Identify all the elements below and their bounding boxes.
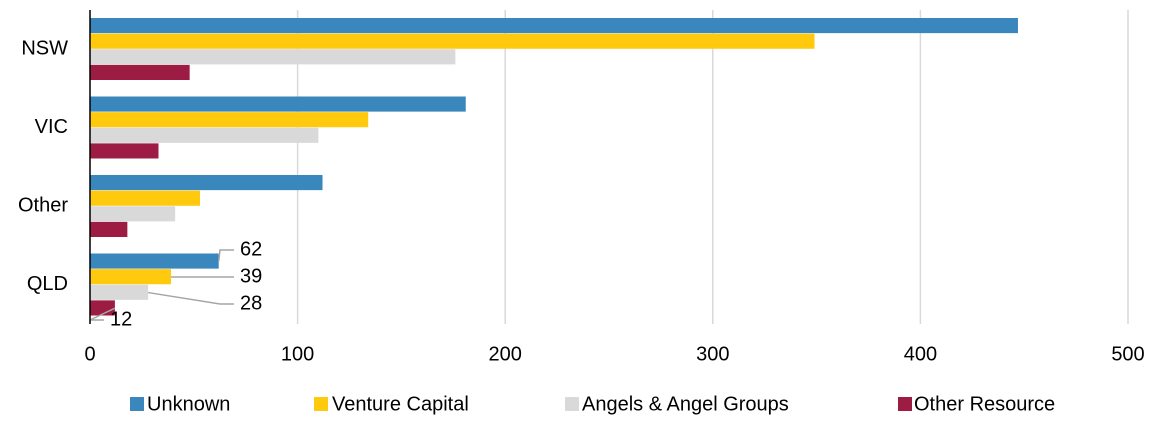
legend-swatch xyxy=(130,397,144,411)
bar xyxy=(90,284,149,300)
bar xyxy=(90,221,128,237)
leader-line xyxy=(217,249,234,262)
leader-line xyxy=(148,291,234,305)
bar xyxy=(90,269,171,285)
data-label: 62 xyxy=(240,238,262,260)
bar xyxy=(90,206,176,222)
legend-swatch xyxy=(898,397,912,411)
bar xyxy=(90,175,323,191)
legend-label: Venture Capital xyxy=(332,393,469,415)
legend-swatch xyxy=(565,397,579,411)
x-tick-label: 400 xyxy=(904,343,937,365)
data-label: 28 xyxy=(240,292,262,314)
y-tick-label: Other xyxy=(18,195,68,217)
x-tick-label: 300 xyxy=(696,343,729,365)
y-tick-label: VIC xyxy=(35,116,68,138)
x-tick-label: 500 xyxy=(1111,343,1144,365)
bar xyxy=(90,33,815,49)
legend-swatch xyxy=(314,397,328,411)
bar xyxy=(90,127,319,143)
legend-label: Unknown xyxy=(147,393,230,415)
x-tick-label: 100 xyxy=(281,343,314,365)
bar xyxy=(90,112,369,128)
bar xyxy=(90,96,466,112)
data-label: 12 xyxy=(110,308,132,330)
y-tick-label: QLD xyxy=(27,273,68,295)
bar xyxy=(90,49,456,65)
x-tick-label: 0 xyxy=(84,343,95,365)
data-label: 39 xyxy=(240,265,262,287)
bar xyxy=(90,190,201,206)
bar xyxy=(90,143,159,159)
y-tick-label: NSW xyxy=(21,38,68,60)
bar xyxy=(90,64,190,80)
legend-label: Angels & Angel Groups xyxy=(582,393,789,415)
x-tick-label: 200 xyxy=(489,343,522,365)
legend-label: Other Resource xyxy=(914,393,1055,415)
bar xyxy=(90,253,219,269)
bar xyxy=(90,18,1018,34)
